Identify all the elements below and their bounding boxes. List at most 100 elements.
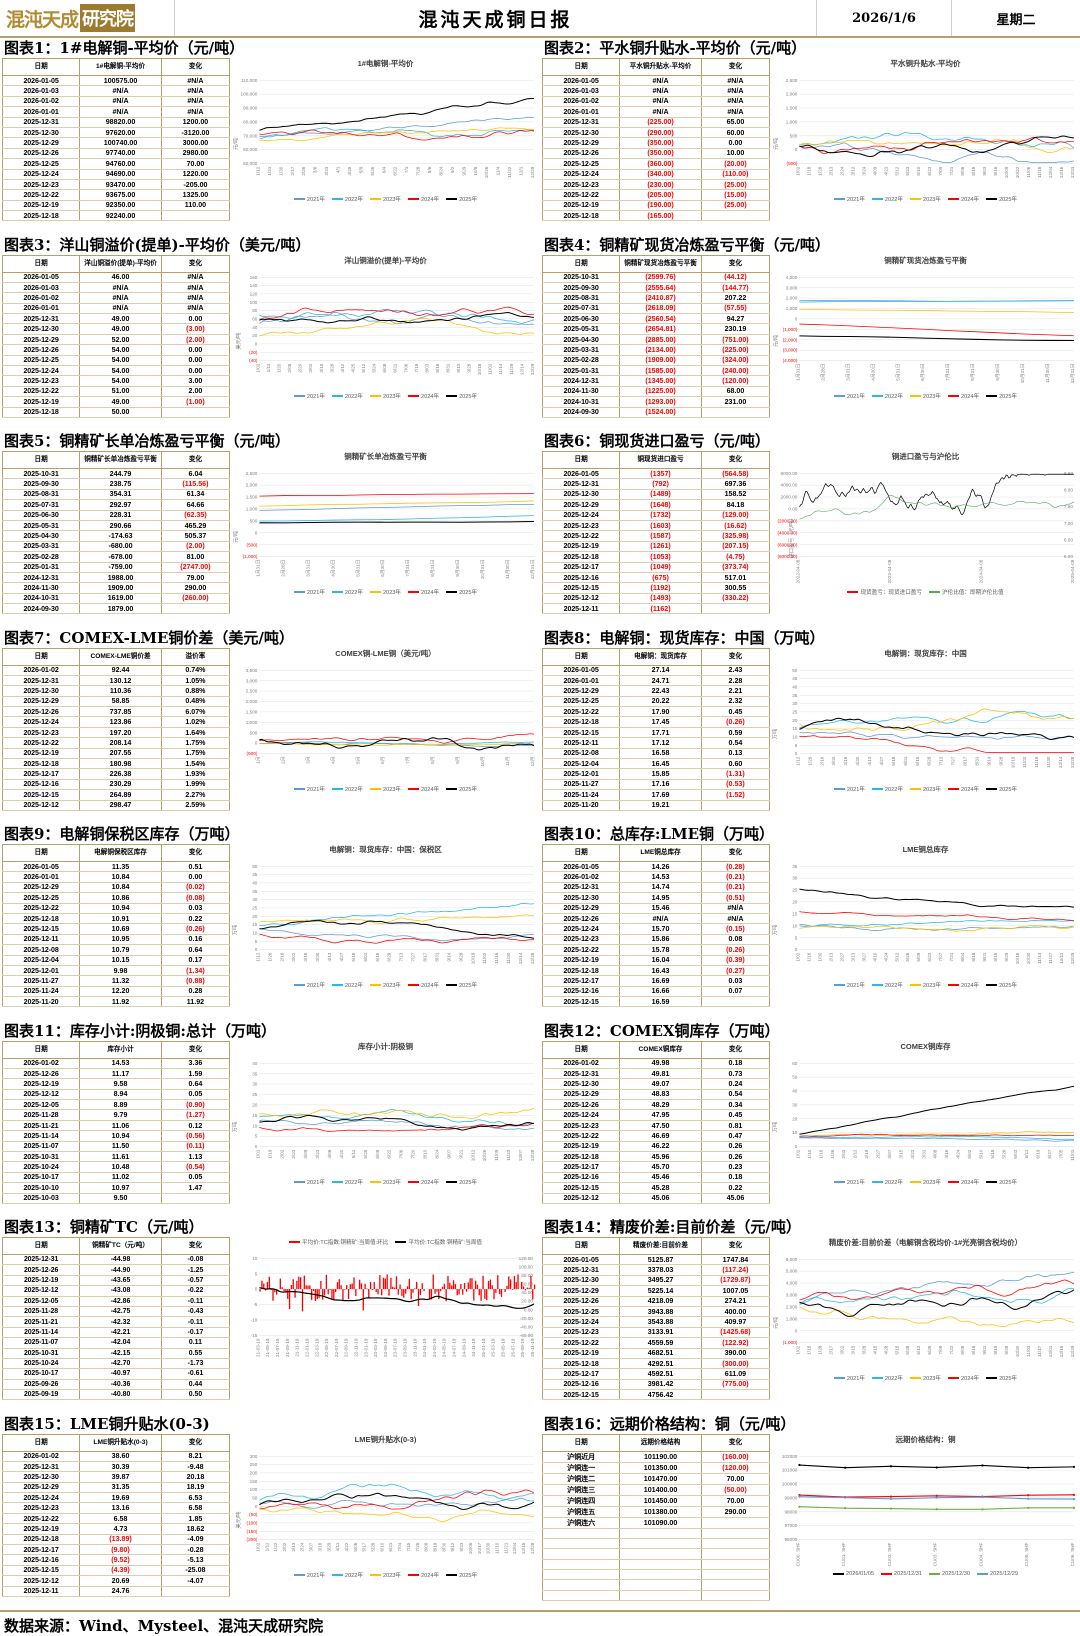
panel-title: 图表10：总库存:LME铜（万吨）: [542, 824, 1078, 844]
svg-text:22-09-19: 22-09-19: [344, 1338, 349, 1357]
svg-text:10月: 10月: [480, 756, 486, 766]
table-cell: 0.00: [161, 872, 229, 882]
table-cell: 10.84: [80, 882, 162, 892]
svg-text:5/23: 5/23: [905, 166, 910, 175]
table-cell: 2025-12-23: [543, 1120, 620, 1130]
table-cell: 228.31: [80, 510, 162, 520]
svg-text:7/04: 7/04: [397, 1542, 402, 1551]
table-cell: -678.00: [80, 552, 162, 562]
table-row: 2025-12-31-44.98-0.08: [3, 1255, 230, 1265]
table-cell: 2025-12-12: [3, 1089, 80, 1099]
table-cell: 2025-12-15: [3, 924, 80, 934]
svg-text:1/15: 1/15: [806, 1345, 811, 1354]
table-cell: 20.18: [161, 1472, 229, 1482]
table-cell: #N/A: [161, 107, 229, 117]
svg-text:4/1: 4/1: [336, 166, 341, 173]
svg-text:5/9: 5/9: [358, 166, 363, 173]
svg-text:0: 0: [795, 1144, 798, 1149]
table-cell: 1.59: [161, 1068, 229, 1078]
table-cell: 2.43: [701, 665, 769, 675]
table-cell: 81.00: [161, 552, 229, 562]
table-row: 2026-01-03#N/A#N/A: [3, 282, 230, 292]
table-row: 2025-05-31(2654.81)230.19: [543, 324, 770, 334]
svg-text:(4,000): (4,000): [783, 358, 798, 363]
table-cell: (240.00): [701, 366, 769, 376]
svg-text:11/14: 11/14: [498, 363, 503, 375]
table-cell: (1293.00): [620, 397, 702, 407]
table-cell: 12.20: [80, 986, 162, 996]
table-cell: 49.98: [620, 1058, 702, 1068]
table-cell: 2025-12-26: [3, 148, 80, 158]
table-cell: 11.92: [161, 997, 229, 1007]
svg-text:6/08: 6/08: [375, 1149, 380, 1158]
chart-y-axis-label: 美元/吨: [235, 1511, 242, 1528]
table-cell: -4.07: [161, 1576, 229, 1586]
svg-text:(50): (50): [249, 1512, 258, 1517]
table-cell: #N/A: [620, 86, 702, 96]
svg-text:500: 500: [250, 730, 258, 735]
table-cell: (2618.09): [620, 303, 702, 313]
table-cell: 0.54: [701, 738, 769, 748]
svg-text:22-05-19: 22-05-19: [324, 1338, 329, 1357]
company-logo: 混沌天成研究院: [6, 4, 135, 32]
table-cell: 3378.03: [620, 1265, 702, 1275]
table-row: 2026-01-01#N/A#N/A: [3, 107, 230, 117]
table-cell: 0.16: [161, 934, 229, 944]
table-row: 2026-01-01#N/A#N/A: [543, 107, 770, 117]
table-cell: 22.43: [620, 686, 702, 696]
table-cell: 16.66: [620, 986, 702, 996]
svg-text:2,000: 2,000: [786, 92, 798, 97]
svg-text:5月: 5月: [355, 756, 361, 763]
legend-item: 2024年: [948, 981, 979, 989]
table-cell: 110.00: [161, 200, 229, 210]
legend-item: 2025年: [986, 195, 1017, 203]
svg-text:1/18: 1/18: [806, 166, 811, 175]
table-cell: 0.64: [161, 1079, 229, 1089]
table-header-row: 日期库存小计变化: [3, 1041, 230, 1058]
svg-text:7/06: 7/06: [403, 363, 408, 372]
svg-text:23-05-19: 23-05-19: [383, 1338, 388, 1357]
legend-item: 2022年: [332, 392, 363, 400]
table-header-row: 日期平水铜升贴水-平均价变化: [543, 59, 770, 76]
table-cell: 沪铜连六: [543, 1517, 620, 1528]
svg-text:4,000: 4,000: [786, 1281, 798, 1286]
svg-text:10/09: 10/09: [1004, 166, 1009, 178]
table-cell: 2025-12-31: [3, 1255, 80, 1265]
table-cell: 2025-12-15: [3, 790, 80, 800]
column-header: 变化: [161, 1041, 229, 1058]
svg-text:40: 40: [792, 1088, 798, 1093]
svg-text:4月30日: 4月30日: [330, 560, 336, 577]
table-cell: 8.89: [80, 1100, 162, 1110]
legend-item: 2025年: [446, 981, 477, 989]
table-cell: (1585.00): [620, 366, 702, 376]
report-weekday: 星期二: [952, 0, 1080, 36]
svg-text:8月31日: 8月31日: [970, 363, 976, 380]
table-cell: (120.00): [701, 376, 769, 386]
table-cell: 2025-12-11: [3, 934, 80, 944]
svg-text:4/16: 4/16: [944, 1149, 949, 1158]
table-cell: 2025-10-17: [3, 1172, 80, 1182]
table-cell: 17.12: [620, 738, 702, 748]
legend-item: 2021年: [834, 392, 865, 400]
svg-text:8/04: 8/04: [960, 952, 965, 961]
svg-text:120.00: 120.00: [519, 1256, 534, 1261]
svg-text:10/19: 10/19: [1010, 756, 1015, 768]
svg-text:20: 20: [252, 1102, 258, 1107]
svg-text:5/06: 5/06: [353, 1542, 358, 1551]
svg-text:3/13: 3/13: [850, 952, 855, 961]
svg-text:12月31日: 12月31日: [1070, 363, 1076, 383]
table-cell: 11.50: [80, 1141, 162, 1151]
